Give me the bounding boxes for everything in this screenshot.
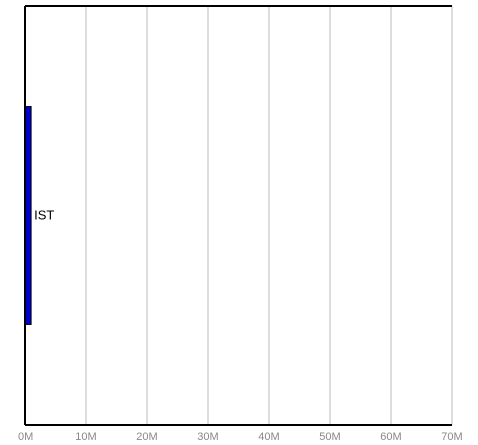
x-tick-label-4: 40M <box>258 431 279 443</box>
x-tick-label-3: 30M <box>197 431 218 443</box>
x-tick-label-6: 60M <box>380 431 401 443</box>
x-tick-label-2: 20M <box>136 431 157 443</box>
x-tick-label-1: 10M <box>75 431 96 443</box>
x-tick-label-7: 70M <box>441 431 462 443</box>
x-tick-label-0: 0M <box>18 431 33 443</box>
axes <box>24 5 452 426</box>
data-labels: IST <box>34 208 54 223</box>
grid-lines <box>85 6 453 425</box>
x-tick-label-5: 50M <box>319 431 340 443</box>
bar-label-ist: IST <box>34 208 54 223</box>
x-tick-labels: 0M 10M 20M 30M 40M 50M 60M 70M <box>18 431 463 443</box>
